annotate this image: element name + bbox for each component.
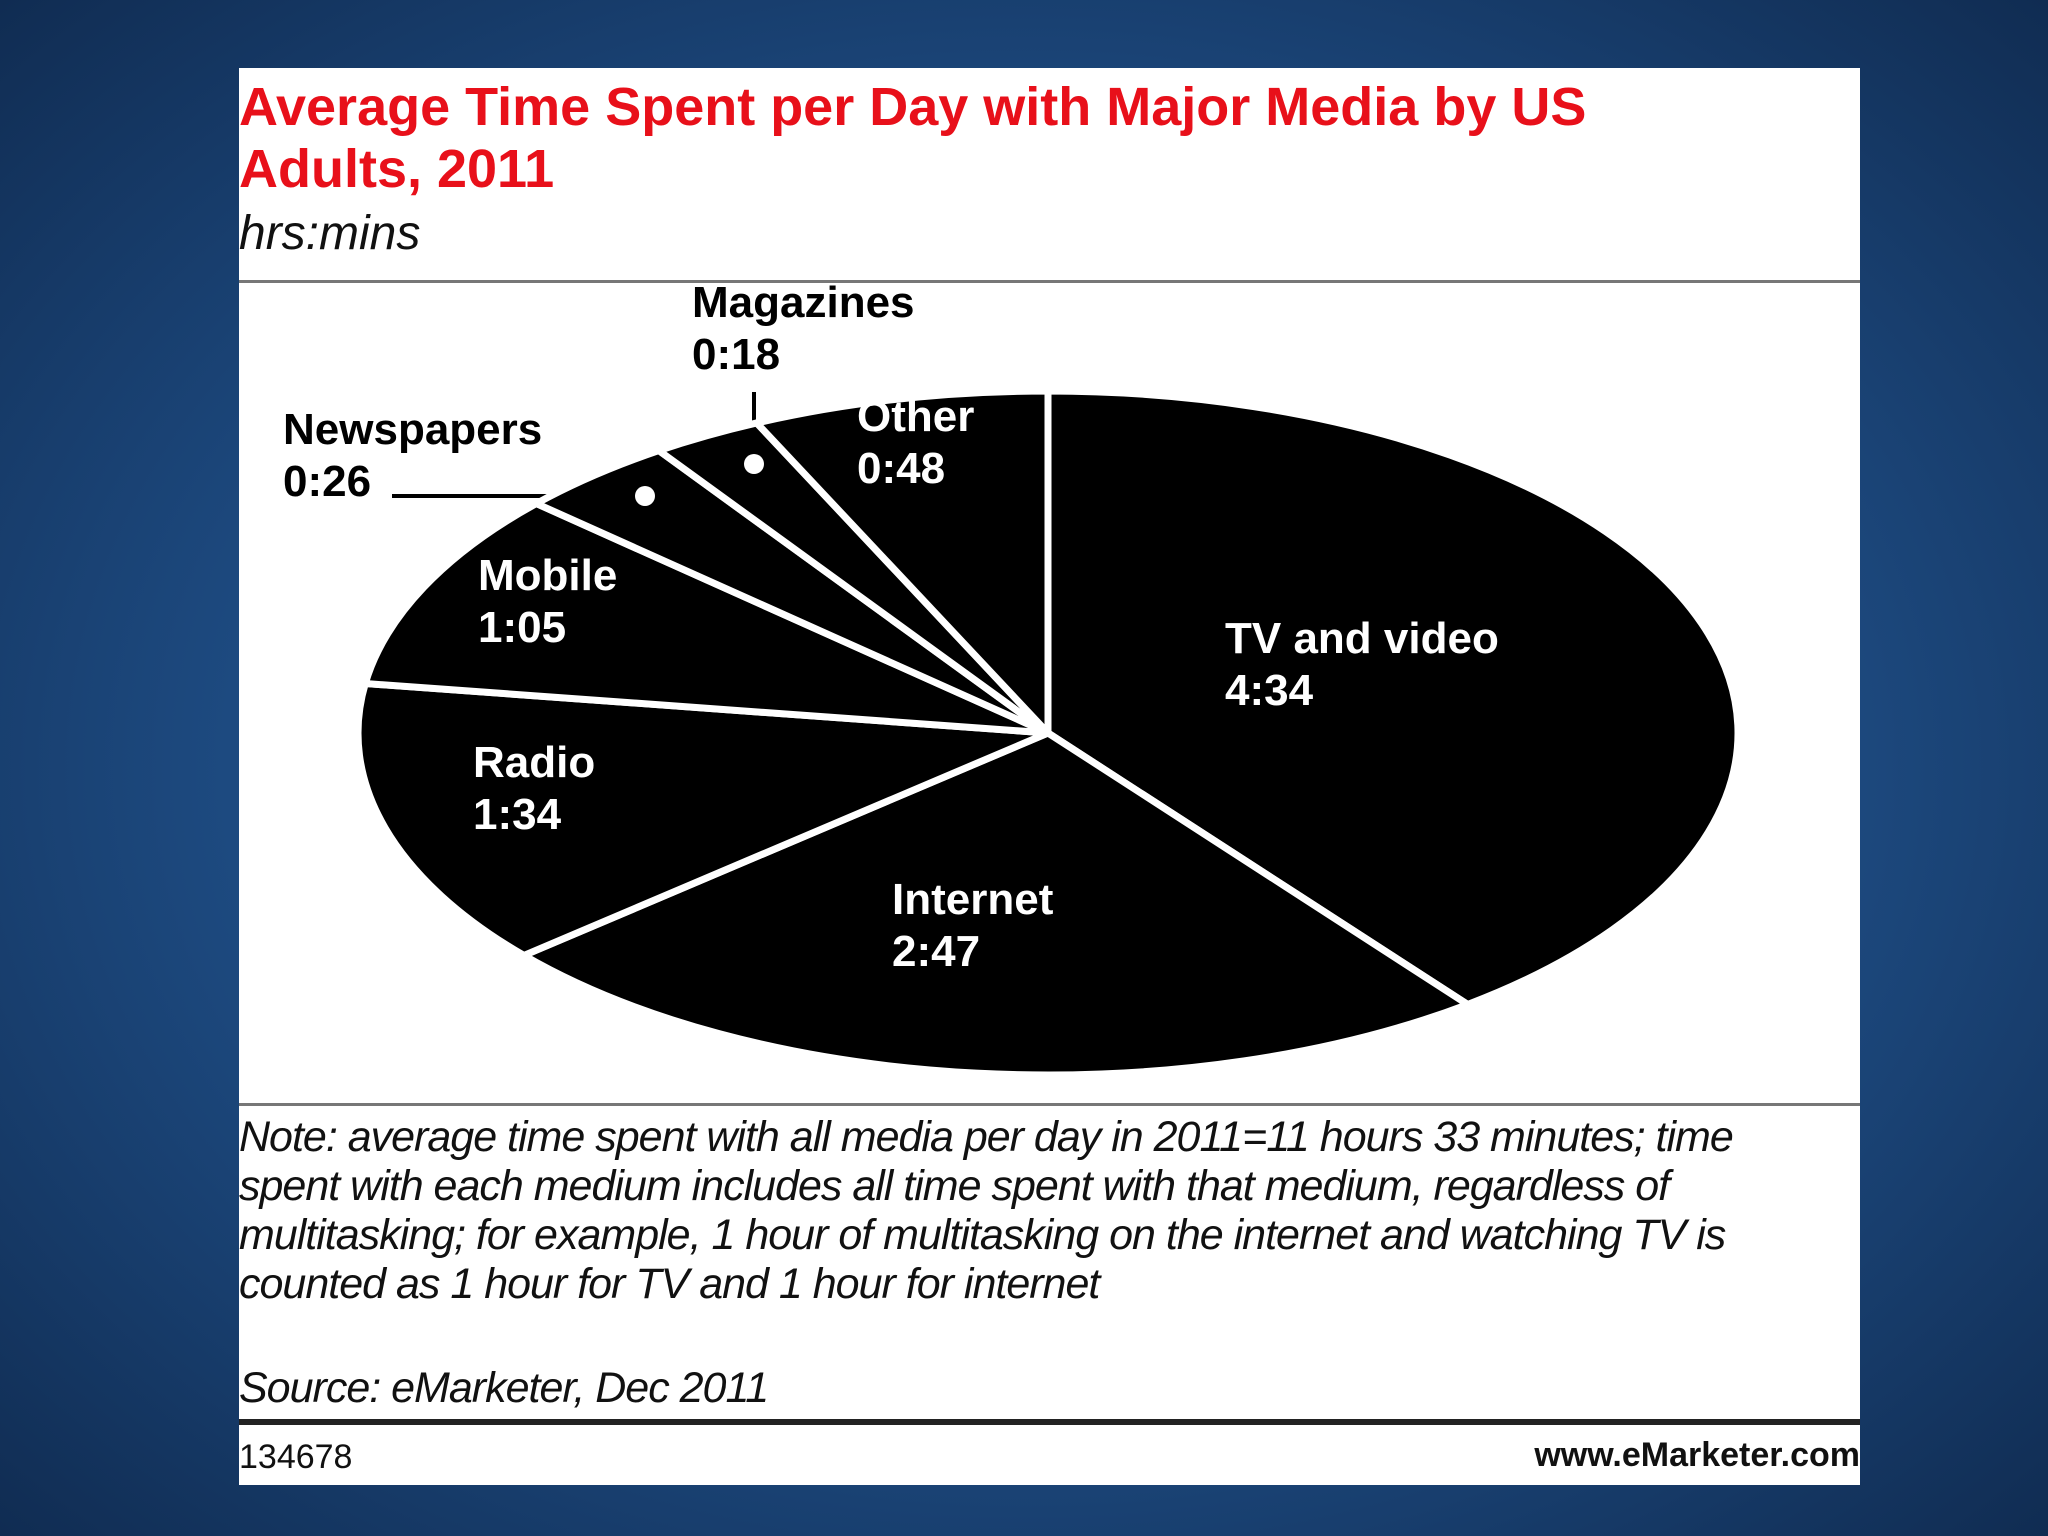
slice-value-label: 0:48 [857, 444, 945, 493]
slice-label: Other [857, 392, 974, 441]
chart-subtitle: hrs:mins [239, 207, 421, 260]
chart-id: 134678 [239, 1438, 353, 1476]
rule [239, 1103, 1860, 1106]
slice-label: Magazines [692, 278, 915, 327]
slice-value-label: 4:34 [1225, 666, 1314, 715]
rule [239, 1419, 1860, 1425]
slice-label: Mobile [478, 551, 617, 600]
pie-slice [753, 387, 1052, 737]
slice-value-label: 2:47 [892, 927, 980, 976]
slice-label: Radio [473, 738, 595, 787]
chart-title: Average Time Spent per Day with Major Me… [239, 77, 1587, 199]
slice-label: Internet [892, 875, 1054, 924]
leader-dot [744, 454, 764, 474]
rule [239, 280, 1860, 283]
note: Note: average time spent with all media … [239, 1113, 1734, 1308]
slice-label: Newspapers [283, 405, 542, 454]
leader-dot [635, 486, 655, 506]
slice-value-label: 0:26 [283, 457, 371, 506]
pie-slice [354, 679, 1052, 959]
slice-value-label: 1:05 [478, 603, 566, 652]
pie-slice [361, 500, 1052, 737]
pie-slice [1044, 387, 1742, 1008]
slice-value-label: 1:34 [473, 790, 562, 839]
website: www.eMarketer.com [1534, 1436, 1860, 1474]
pie-slice [520, 729, 1472, 1079]
source: Source: eMarketer, Dec 2011 [239, 1364, 769, 1412]
slice-label: TV and video [1225, 614, 1499, 663]
slice-value-label: 0:18 [692, 330, 780, 379]
